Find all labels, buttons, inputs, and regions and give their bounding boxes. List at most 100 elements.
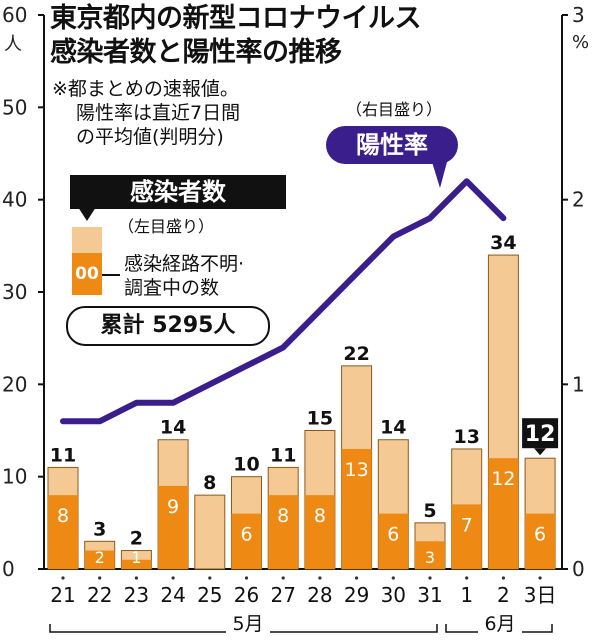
highlight-box <box>522 418 559 449</box>
legend-text-line1: 感染経路不明· <box>124 253 245 275</box>
note-line1: ※都まとめの速報値。 <box>52 78 239 100</box>
bar-total-value: 22 <box>343 343 369 365</box>
bar-unknown <box>525 513 556 569</box>
bar-unknown <box>488 458 519 569</box>
category-tick-dot <box>501 576 505 580</box>
legend-connector <box>102 274 120 276</box>
category-tick-dot <box>171 576 175 580</box>
note-line2: 陽性率は直近7日間 <box>76 102 241 124</box>
category-tick-dot <box>244 576 249 580</box>
left-axis-note: （左目盛り） <box>118 217 215 236</box>
right-tick-label: 2 <box>572 188 585 212</box>
category-label: 23 <box>124 583 149 607</box>
category-label: 26 <box>234 583 259 607</box>
bar-unknown-value: 7 <box>461 514 473 536</box>
bar-total-value: 13 <box>453 426 479 448</box>
bar-total <box>194 494 226 570</box>
category-tick-dot <box>318 576 322 580</box>
bar-unknown <box>158 485 189 569</box>
right-tick-label: 0 <box>572 557 585 581</box>
category-label: 31 <box>417 583 442 607</box>
category-tick-dot <box>98 576 102 580</box>
bar-total-value: 8 <box>203 472 216 494</box>
category-label: 28 <box>307 583 332 607</box>
bar-total-value: 2 <box>130 528 143 550</box>
bar-unknown-value: 6 <box>387 524 399 546</box>
bar-unknown-value: 8 <box>277 505 289 527</box>
category-label: 24 <box>160 583 185 607</box>
bar-unknown <box>304 495 335 569</box>
bar-unknown <box>121 559 152 569</box>
rate-line <box>60 178 507 425</box>
category-label: 30 <box>381 583 406 607</box>
bar-unknown-value: 1 <box>131 548 141 567</box>
bar-total-value: 3 <box>93 518 106 540</box>
category-label: 3日 <box>524 583 557 607</box>
legend-swatch-unknown: 00 <box>72 253 102 295</box>
left-tick-label: 40 <box>2 188 27 212</box>
month-label-bg-june <box>478 612 522 638</box>
category-tick-dot <box>134 576 138 580</box>
bar-total-value: 11 <box>270 444 296 466</box>
bar-total-value: 14 <box>160 417 186 439</box>
bar-unknown <box>231 513 262 569</box>
bar-total-value: 14 <box>380 417 406 439</box>
note-line3: の平均値(判明分) <box>76 126 224 148</box>
category-tick-dot <box>465 576 469 580</box>
bar-total-value: 15 <box>307 408 333 430</box>
category-label: 22 <box>87 583 112 607</box>
bar-total-value: 5 <box>423 500 436 522</box>
category-tick-dot <box>391 576 395 580</box>
chart-title-line2: 感染者数と陽性率の推移 <box>50 37 342 68</box>
legend-text-line2: 調査中の数 <box>124 277 220 299</box>
month-label-may: 5月 <box>232 613 263 635</box>
left-tick-label: 20 <box>2 372 27 396</box>
category-label: 27 <box>270 583 295 607</box>
left-tick-label: 10 <box>2 465 27 489</box>
cases-label-pointer <box>78 207 96 221</box>
category-label: 29 <box>344 583 369 607</box>
bar-total-value: 34 <box>490 232 516 254</box>
right-axis-unit: % <box>572 32 589 53</box>
highlight-pointer <box>534 448 547 456</box>
bar-unknown <box>341 448 372 569</box>
rate-label-pointer <box>432 162 447 188</box>
total-badge: 累計 5295人 <box>66 306 270 346</box>
left-tick-label: 0 <box>2 557 15 581</box>
legend-swatch-known <box>72 227 102 253</box>
right-tick-label: 3 <box>572 3 585 27</box>
bar-unknown <box>268 495 299 569</box>
bar-unknown-value: 13 <box>345 459 369 481</box>
left-tick-label: 60 <box>2 3 27 27</box>
category-label: 21 <box>50 583 75 607</box>
bar-total-value: 12 <box>525 422 556 447</box>
bar-unknown <box>451 504 482 569</box>
month-label-june: 6月 <box>484 613 515 635</box>
cases-label: 感染者数 <box>70 175 286 209</box>
left-axis-unit: 人 <box>4 34 22 55</box>
month-label-bg-may <box>226 612 270 638</box>
bar-total-value: 11 <box>50 444 76 466</box>
bar-unknown-value: 6 <box>534 524 546 546</box>
rate-label: 陽性率 <box>326 126 458 164</box>
bar-unknown-value: 12 <box>491 468 515 490</box>
bar-unknown <box>48 495 78 569</box>
category-tick-dot <box>61 576 65 580</box>
bar-unknown <box>378 513 409 569</box>
bar-unknown-value: 8 <box>314 505 326 527</box>
left-tick-label: 30 <box>2 280 27 304</box>
bar-unknown <box>415 541 445 569</box>
bar-total-value: 10 <box>233 454 259 476</box>
right-axis-note: （右目盛り） <box>346 100 443 119</box>
bar-unknown-value: 2 <box>95 548 105 567</box>
category-tick-dot <box>208 576 212 580</box>
category-tick-dot <box>281 576 285 580</box>
chart-title-line1: 東京都内の新型コロナウイルス <box>50 3 422 34</box>
left-tick-label: 50 <box>2 95 27 119</box>
category-label: 25 <box>197 583 222 607</box>
bar-unknown-value: 6 <box>240 524 252 546</box>
bar-unknown-value: 8 <box>57 505 69 527</box>
bar-unknown-value: 9 <box>167 496 179 518</box>
right-tick-label: 1 <box>572 372 585 396</box>
